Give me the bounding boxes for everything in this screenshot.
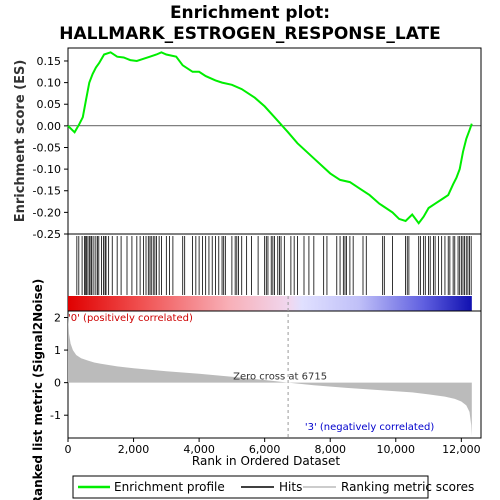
es-y-tick-label: 0.10 bbox=[37, 77, 62, 90]
es-y-tick-label: 0.00 bbox=[37, 120, 62, 133]
ranking-metric-area bbox=[68, 314, 472, 437]
metric-x-tick-label: 2,000 bbox=[118, 443, 150, 456]
legend-label-metric: Ranking metric scores bbox=[341, 480, 474, 494]
es-y-tick-label: -0.25 bbox=[33, 228, 61, 241]
metric-x-axis: 0 2,000 4,000 6,000 8,000 10,000 12,000 bbox=[65, 438, 481, 456]
metric-x-tick-label: 4,000 bbox=[183, 443, 215, 456]
metric-y-axis: 2 1 0 -1 bbox=[50, 312, 68, 422]
positive-correlation-label: '0' (positively correlated) bbox=[68, 313, 193, 324]
es-y-tick-label: 0.15 bbox=[37, 55, 62, 68]
legend-label-enrichment: Enrichment profile bbox=[114, 480, 225, 494]
es-y-tick-label: -0.10 bbox=[33, 163, 61, 176]
es-y-tick-label: -0.05 bbox=[33, 141, 61, 154]
metric-y-tick-label: 0 bbox=[54, 377, 61, 390]
plot-title-line1: Enrichment plot: bbox=[170, 3, 330, 23]
plot-title-line2: HALLMARK_ESTROGEN_RESPONSE_LATE bbox=[59, 24, 441, 44]
es-y-axis: 0.15 0.10 0.05 0.00 -0.05 -0.10 -0.15 -0.20 -0.2… bbox=[33, 55, 68, 241]
hits-layer bbox=[76, 236, 472, 295]
metric-x-tick-label: 12,000 bbox=[442, 443, 481, 456]
es-y-tick-label: 0.05 bbox=[37, 98, 62, 111]
zero-cross-label: Zero cross at 6715 bbox=[233, 372, 327, 383]
enrichment-profile-line bbox=[67, 51, 473, 225]
negative-correlation-label: '3' (negatively correlated) bbox=[305, 422, 434, 433]
es-y-label: Enrichment score (ES) bbox=[13, 60, 28, 223]
rank-color-bar bbox=[68, 296, 472, 311]
metric-y-tick-label: 2 bbox=[54, 312, 61, 325]
metric-x-tick-label: 10,000 bbox=[377, 443, 416, 456]
metric-x-tick-label: 0 bbox=[65, 443, 72, 456]
metric-y-label: Ranked list metric (Signal2Noise) bbox=[31, 279, 45, 500]
metric-x-tick-label: 6,000 bbox=[249, 443, 281, 456]
es-panel-frame bbox=[67, 47, 482, 235]
legend-label-hits: Hits bbox=[279, 480, 302, 494]
es-y-tick-label: -0.15 bbox=[33, 185, 61, 198]
metric-y-tick-label: -1 bbox=[50, 409, 61, 422]
metric-x-tick-label: 8,000 bbox=[314, 443, 346, 456]
metric-y-tick-label: 1 bbox=[54, 344, 61, 357]
es-y-tick-label: -0.20 bbox=[33, 206, 61, 219]
metric-x-label: Rank in Ordered Dataset bbox=[192, 454, 340, 468]
